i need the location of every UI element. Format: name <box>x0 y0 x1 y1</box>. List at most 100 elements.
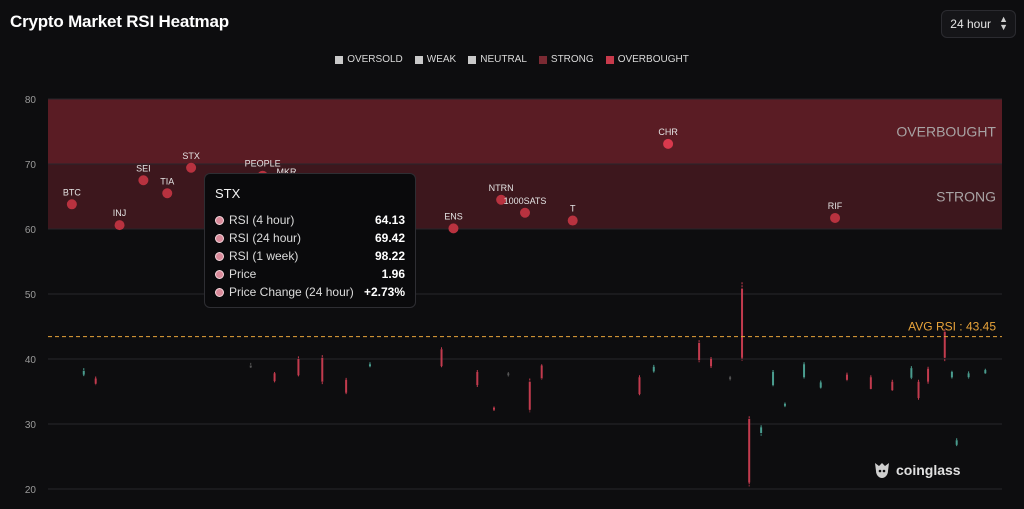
tooltip-row: Price Change (24 hour) +2.73% <box>215 283 405 301</box>
data-point-tia <box>162 188 173 199</box>
candle-body <box>943 331 946 358</box>
point-label-stx: STX <box>182 151 200 161</box>
candle-body <box>528 381 531 410</box>
point-label-tia: TIA <box>160 176 174 186</box>
legend-label: NEUTRAL <box>480 54 527 65</box>
zone-label-overbought: OVERBOUGHT <box>896 124 996 140</box>
candle-body <box>710 359 713 367</box>
tooltip-label: Price Change (24 hour) <box>229 285 354 299</box>
tooltip-row: RSI (24 hour) 69.42 <box>215 229 405 247</box>
candle-body <box>910 368 913 378</box>
candle-body <box>950 372 953 378</box>
tooltip-value: 98.22 <box>374 249 405 263</box>
candle-body <box>476 372 479 385</box>
candle-body <box>845 374 848 380</box>
y-tick-label: 80 <box>25 95 37 106</box>
tooltip-row: Price 1.96 <box>215 265 405 283</box>
candle-body <box>955 440 958 445</box>
point-label-mkr: MKR <box>277 167 298 177</box>
tooltip-value: 1.96 <box>381 267 405 281</box>
y-tick-label: 20 <box>25 485 37 496</box>
legend-item-overbought[interactable]: OVERBOUGHT <box>605 54 689 65</box>
legend-item-strong[interactable]: STRONG <box>538 54 594 65</box>
tooltip-label: RSI (4 hour) <box>229 213 295 227</box>
candle-body <box>638 377 641 395</box>
avg-rsi-label: AVG RSI : 43.45 <box>908 320 996 334</box>
y-tick-label: 30 <box>25 420 37 431</box>
candle-body <box>321 357 324 382</box>
tooltip-row: RSI (1 week) 98.22 <box>215 247 405 265</box>
candle-body <box>249 365 252 368</box>
legend-item-neutral[interactable]: NEUTRAL <box>468 54 527 65</box>
chart-tooltip: STX RSI (4 hour) 64.13 RSI (24 hour) 69.42… <box>204 173 416 308</box>
candle-body <box>984 370 987 374</box>
candle-body <box>783 403 786 406</box>
candle-body <box>803 364 806 378</box>
point-label-inj: INJ <box>113 208 127 218</box>
legend-swatch <box>414 55 423 64</box>
point-label-people: PEOPLE <box>245 159 281 169</box>
timeframe-select[interactable]: 24 hour ▲ ▼ <box>941 10 1016 38</box>
candle-body <box>748 418 751 483</box>
data-point-stx <box>186 162 197 173</box>
tooltip-value: 69.42 <box>374 231 405 245</box>
legend-label: OVERBOUGHT <box>617 54 689 65</box>
zone-band-overbought <box>48 99 1002 164</box>
tooltip-symbol: STX <box>215 186 241 201</box>
data-point-sei <box>138 175 149 186</box>
candle-body <box>82 370 85 375</box>
candle-body <box>507 373 510 376</box>
point-label-chr: CHR <box>658 127 678 137</box>
legend-item-weak[interactable]: WEAK <box>414 54 457 65</box>
tooltip-dot-icon <box>215 233 224 243</box>
tooltip-dot-icon <box>215 287 224 297</box>
data-point-rif <box>830 212 841 223</box>
data-point-inj <box>114 220 125 231</box>
tooltip-row: RSI (4 hour) 64.13 <box>215 211 405 229</box>
y-tick-label: 40 <box>25 355 37 366</box>
tooltip-dot-icon <box>215 269 224 279</box>
point-label-ntrn: NTRN <box>489 183 514 193</box>
data-point-chr <box>663 138 674 149</box>
y-tick-label: 60 <box>25 225 37 236</box>
candle-body <box>345 379 348 393</box>
page-title: Crypto Market RSI Heatmap <box>10 12 229 31</box>
legend-label: WEAK <box>426 54 457 65</box>
data-point-ens <box>448 223 459 234</box>
data-point-btc <box>66 199 77 210</box>
legend-label: OVERSOLD <box>347 54 403 65</box>
candle-body <box>772 372 775 385</box>
y-tick-label: 70 <box>25 160 37 171</box>
point-label-sei: SEI <box>136 163 151 173</box>
candle-body <box>729 377 732 380</box>
chart-legend: OVERSOLD WEAK NEUTRAL STRONG OVERBOUGHT <box>0 54 1024 65</box>
candle-body <box>440 349 443 367</box>
candle-body <box>917 381 920 398</box>
tooltip-value: 64.13 <box>374 213 405 227</box>
candle-body <box>869 377 872 389</box>
coinglass-wordmark: coinglass <box>896 462 961 478</box>
point-label-rif: RIF <box>828 201 843 211</box>
candle-body <box>273 373 276 382</box>
coinglass-watermark: coinglass <box>872 460 961 480</box>
candle-body <box>94 378 97 384</box>
coinglass-logo-icon <box>875 463 889 478</box>
data-point-t <box>567 215 578 226</box>
candle-body <box>760 427 763 434</box>
legend-swatch <box>468 55 477 64</box>
legend-swatch <box>335 55 344 64</box>
candle-body <box>652 366 655 372</box>
candle-body <box>540 365 543 379</box>
tooltip-label: RSI (24 hour) <box>229 231 302 245</box>
tooltip-label: RSI (1 week) <box>229 249 299 263</box>
candle-body <box>698 342 701 361</box>
tooltip-dot-icon <box>215 251 224 261</box>
candle-body <box>492 407 495 410</box>
tooltip-value: +2.73% <box>363 285 405 299</box>
tooltip-dot-icon <box>215 215 224 225</box>
tooltip-label: Price <box>229 267 257 281</box>
y-tick-label: 50 <box>25 290 37 301</box>
point-label-1000sats: 1000SATS <box>504 196 547 206</box>
candle-body <box>967 373 970 378</box>
legend-item-oversold[interactable]: OVERSOLD <box>335 54 403 65</box>
